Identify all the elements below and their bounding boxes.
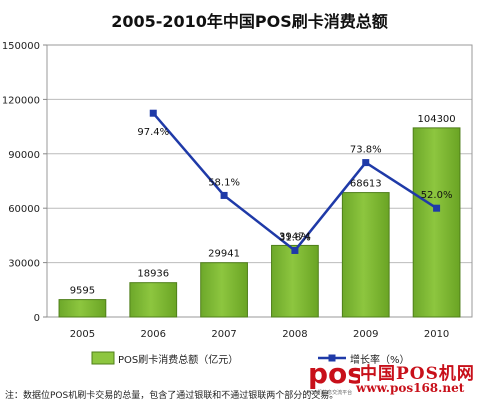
y-tick-label: 150000 (2, 41, 40, 52)
watermark-subtitle: POS机信息交流平台 (307, 390, 353, 396)
growth-data-label: 58.1% (208, 177, 240, 188)
growth-data-label: 73.8% (350, 145, 382, 156)
x-tick-label: 2006 (141, 329, 166, 340)
y-tick-label: 0 (34, 313, 40, 324)
y-tick-label: 90000 (8, 150, 40, 161)
bar (341, 192, 390, 318)
growth-data-label: 97.4% (137, 127, 169, 138)
bar-layer (58, 127, 461, 318)
watermark-logo: pos (308, 357, 360, 390)
growth-point (433, 204, 441, 212)
chart-title: 2005-2010年中国POS刷卡消费总额 (111, 12, 388, 31)
plot-frame (46, 44, 473, 318)
label-layer: 9595 18936 29941 39474 68613 104300 97.4% 58.1%… (70, 114, 456, 297)
x-tick-label: 2008 (282, 329, 307, 340)
growth-point (149, 109, 157, 117)
growth-point (362, 159, 370, 167)
legend-bar-swatch (91, 351, 115, 365)
grid-layer (47, 98, 472, 264)
bar (200, 262, 248, 318)
growth-point (291, 246, 299, 254)
legend-bar-label: POS刷卡消费总额（亿元） (118, 353, 238, 366)
footnote: 注：数据位POS机刷卡交易的总量，包含了通过银联和不通过银联两个部分的交易。 (5, 391, 339, 401)
bar-data-label: 68613 (350, 179, 382, 190)
legend-line-label: 增长率（%） (350, 353, 410, 366)
bar-data-label: 18936 (137, 269, 169, 280)
watermark-name: 中国POS机网 (360, 364, 475, 384)
growth-line (152, 112, 438, 253)
y-tick-label: 60000 (8, 204, 40, 215)
bar-data-label: 104300 (417, 114, 455, 125)
x-tick-label: 2007 (211, 329, 236, 340)
bar-data-label: 29941 (208, 249, 240, 260)
x-tick-label: 2010 (424, 329, 449, 340)
line-layer (149, 109, 441, 254)
legend-line-marker (328, 354, 336, 362)
bar (58, 299, 107, 318)
axis-layer: 0 30000 60000 90000 120000 150000 2005 2006 2007… (2, 41, 473, 340)
x-tick-label: 2005 (70, 329, 95, 340)
legend-layer: POS刷卡消费总额（亿元） 增长率（%） (91, 351, 410, 366)
bar-data-label: 39474 (279, 231, 311, 242)
growth-data-label: 52.0% (421, 190, 453, 201)
bar (129, 282, 178, 318)
x-tick-label: 2009 (353, 329, 378, 340)
bar-data-label: 9595 (70, 286, 95, 297)
watermark-logo-text: pos (308, 357, 360, 390)
growth-point (220, 191, 228, 199)
bar (271, 244, 319, 318)
growth-data-label: 31.8% (279, 232, 311, 243)
watermark-url: www.pos168.net (356, 381, 465, 395)
bar (412, 127, 461, 318)
y-tick-label: 30000 (8, 259, 40, 270)
y-tick-label: 120000 (2, 95, 40, 106)
